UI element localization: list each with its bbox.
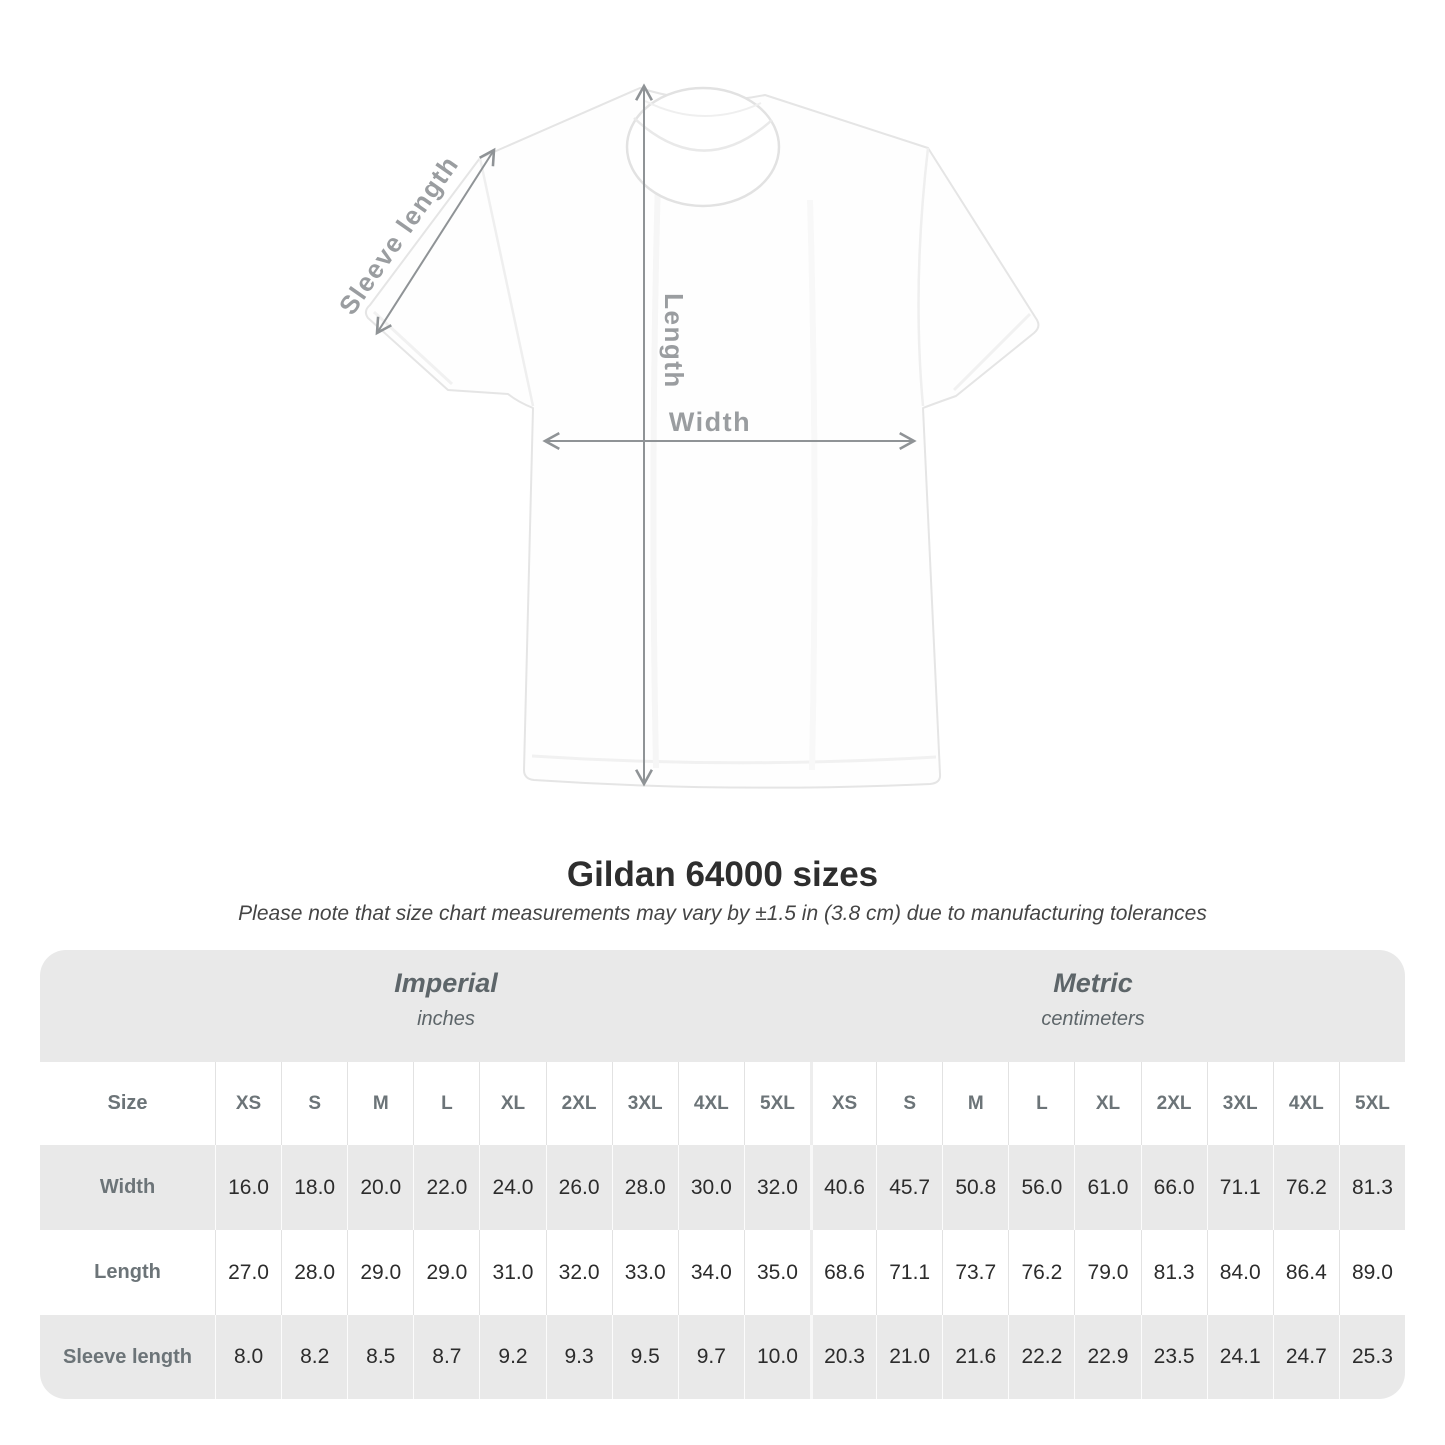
table-cell: 35.0 [743,1230,810,1315]
table-cell: 66.0 [1140,1145,1207,1230]
table-cell: 22.0 [413,1145,480,1230]
page-title: Gildan 64000 sizes [566,855,879,894]
table-cell: 24.1 [1206,1315,1273,1399]
table-cell: 89.0 [1338,1230,1405,1315]
column-header-xs-imperial: XS [215,1062,282,1145]
metric-subtitle: centimeters [1041,1008,1145,1030]
table-cell: 26.0 [545,1145,612,1230]
table-cell: 9.5 [611,1315,678,1399]
table-cell: 21.6 [942,1315,1009,1399]
table-cell: 24.7 [1272,1315,1339,1399]
column-header-xl-metric: XL [1074,1062,1141,1145]
table-cell: 18.0 [281,1145,348,1230]
table-cell: 27.0 [215,1230,282,1315]
table-cell: 40.6 [810,1145,877,1230]
table-cell: 71.1 [1206,1145,1273,1230]
metric-title: Metric [1053,968,1133,998]
size-table-grid: Size XS S M L XL 2XL 3XL 4XL 5XL XS S M L XL 2XL 3XL 4XL 5… [40,1062,1405,1399]
table-cell: 56.0 [1008,1145,1075,1230]
row-label-length: Length [40,1230,215,1315]
table-cell: 84.0 [1206,1230,1273,1315]
table-cell: 32.0 [743,1145,810,1230]
table-cell: 20.0 [347,1145,414,1230]
column-header-l-imperial: L [413,1062,480,1145]
table-cell: 34.0 [677,1230,744,1315]
table-cell: 28.0 [611,1145,678,1230]
width-label: Width [669,407,751,437]
imperial-title: Imperial [394,968,498,998]
table-cell: 30.0 [677,1145,744,1230]
size-chart-table: Imperial inches Metric centimeters Size X… [40,950,1405,1399]
table-cell: 8.5 [347,1315,414,1399]
table-cell: 81.3 [1140,1230,1207,1315]
sleeve-length-arrow [375,147,496,336]
table-cell: 81.3 [1338,1145,1405,1230]
column-header-3xl-imperial: 3XL [611,1062,678,1145]
column-header-m-imperial: M [347,1062,414,1145]
column-header-2xl-metric: 2XL [1140,1062,1207,1145]
imperial-header: Imperial inches [394,968,498,1031]
imperial-subtitle: inches [417,1008,475,1030]
column-header-2xl-imperial: 2XL [545,1062,612,1145]
table-cell: 21.0 [876,1315,943,1399]
tshirt-image: Sleeve length Length Width [340,83,1040,789]
table-cell: 29.0 [413,1230,480,1315]
column-header-4xl-metric: 4XL [1272,1062,1339,1145]
unit-header-band: Imperial inches Metric centimeters [40,950,1405,1062]
table-cell: 32.0 [545,1230,612,1315]
column-header-s-imperial: S [281,1062,348,1145]
table-cell: 8.7 [413,1315,480,1399]
table-cell: 24.0 [479,1145,546,1230]
table-cell: 20.3 [810,1315,877,1399]
table-cell: 23.5 [1140,1315,1207,1399]
table-cell: 9.2 [479,1315,546,1399]
table-cell: 86.4 [1272,1230,1339,1315]
column-header-m-metric: M [942,1062,1009,1145]
table-cell: 22.9 [1074,1315,1141,1399]
table-cell: 16.0 [215,1145,282,1230]
table-cell: 45.7 [876,1145,943,1230]
table-cell: 61.0 [1074,1145,1141,1230]
table-cell: 79.0 [1074,1230,1141,1315]
row-label-width: Width [40,1145,215,1230]
length-label: Length [659,293,689,389]
table-cell: 31.0 [479,1230,546,1315]
table-cell: 50.8 [942,1145,1009,1230]
table-cell: 9.7 [677,1315,744,1399]
table-cell: 33.0 [611,1230,678,1315]
table-cell: 9.3 [545,1315,612,1399]
table-cell: 76.2 [1008,1230,1075,1315]
column-header-5xl-imperial: 5XL [743,1062,810,1145]
table-cell: 22.2 [1008,1315,1075,1399]
metric-header: Metric centimeters [1041,968,1144,1031]
tshirt-size-diagram: Sleeve length Length Width [340,50,1060,840]
column-header-xs-metric: XS [810,1062,877,1145]
table-cell: 29.0 [347,1230,414,1315]
size-column-header: Size [40,1062,215,1145]
column-header-5xl-metric: 5XL [1338,1062,1405,1145]
column-header-s-metric: S [876,1062,943,1145]
column-header-4xl-imperial: 4XL [677,1062,744,1145]
table-cell: 8.0 [215,1315,282,1399]
table-cell: 76.2 [1272,1145,1339,1230]
table-cell: 73.7 [942,1230,1009,1315]
table-cell: 68.6 [810,1230,877,1315]
column-header-3xl-metric: 3XL [1206,1062,1273,1145]
table-cell: 10.0 [743,1315,810,1399]
table-cell: 28.0 [281,1230,348,1315]
column-header-l-metric: L [1008,1062,1075,1145]
table-cell: 71.1 [876,1230,943,1315]
table-cell: 25.3 [1338,1315,1405,1399]
row-label-sleeve-length: Sleeve length [40,1315,215,1399]
column-header-xl-imperial: XL [479,1062,546,1145]
tolerance-note: Please note that size chart measurements… [238,902,1207,925]
table-cell: 8.2 [281,1315,348,1399]
